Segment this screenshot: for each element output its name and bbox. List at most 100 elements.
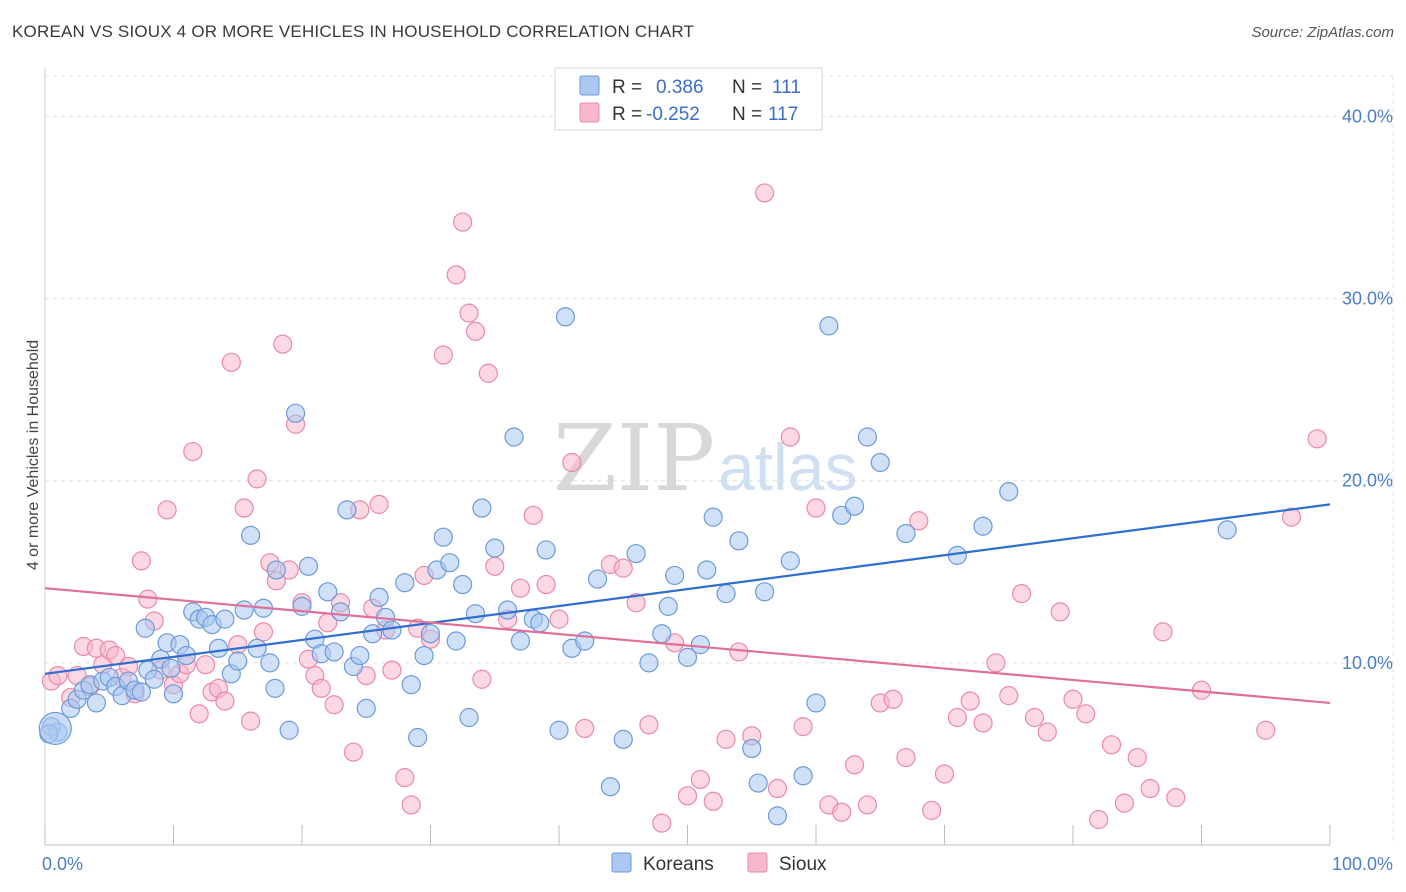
korean-point	[135, 618, 155, 638]
legend-n-value-sioux: 117	[768, 104, 798, 125]
sioux-point	[844, 755, 865, 775]
korean-point	[161, 658, 181, 678]
sioux-point	[465, 321, 486, 341]
sioux-point	[401, 795, 421, 815]
correlation-legend: R = 0.386 N = 111 R = -0.252 N = 117	[554, 67, 823, 131]
korean-point	[285, 403, 306, 423]
sioux-point	[1037, 722, 1057, 742]
korean-point	[697, 560, 717, 580]
sioux-point	[896, 747, 916, 768]
sioux-trend-line	[44, 587, 1331, 705]
korean-point	[703, 507, 723, 527]
sioux-point	[433, 345, 453, 365]
sioux-point	[138, 589, 158, 609]
sioux-point	[806, 498, 826, 518]
korean-point	[504, 427, 524, 447]
korean-point	[247, 638, 267, 658]
y-axis-label: 4 or more Vehicles in Household	[25, 340, 42, 570]
sioux-point	[1063, 689, 1083, 709]
sioux-point	[472, 669, 492, 689]
korean-point	[38, 711, 72, 746]
korean-point	[420, 624, 441, 644]
korean-point	[401, 675, 421, 695]
sioux-point	[999, 686, 1019, 706]
sioux-point	[273, 334, 293, 354]
korean-point	[228, 651, 248, 671]
sioux-point	[459, 303, 479, 323]
korean-point	[613, 729, 633, 749]
sioux-point	[973, 713, 993, 733]
legend-n-label-sioux: N =	[732, 104, 762, 125]
korean-point	[587, 569, 608, 589]
sioux-point	[703, 791, 723, 811]
korean-point	[433, 527, 453, 547]
sioux-point	[729, 642, 749, 662]
sioux-point	[1050, 602, 1070, 622]
korean-point	[440, 553, 460, 573]
chart-title: KOREAN VS SIOUX 4 OR MORE VEHICLES IN HO…	[12, 22, 695, 41]
korean-point	[819, 316, 839, 336]
korean-point	[446, 631, 466, 651]
sioux-point	[1024, 707, 1045, 728]
korean-point	[870, 452, 890, 473]
sioux-point	[549, 609, 569, 629]
sioux-point	[1076, 704, 1096, 724]
korean-point	[665, 565, 685, 586]
korean-point	[131, 682, 151, 702]
sioux-point	[485, 556, 505, 576]
sioux-point	[690, 769, 710, 790]
sioux-point	[639, 715, 659, 735]
sioux-point	[189, 704, 209, 724]
korean-point	[510, 631, 531, 651]
sioux-point	[883, 689, 903, 709]
sioux-point	[215, 691, 235, 711]
korean-point	[857, 427, 878, 447]
sioux-point	[857, 795, 878, 815]
points-layer	[38, 183, 1327, 833]
sioux-point	[453, 212, 473, 232]
bottom-legend-label-sioux: Sioux	[779, 854, 827, 875]
x-tick-label-min: 0.0%	[42, 854, 83, 874]
sioux-point	[395, 768, 415, 788]
sioux-point	[832, 802, 852, 822]
sioux-point	[652, 813, 672, 833]
sioux-point	[1101, 735, 1122, 755]
korean-point	[639, 653, 659, 673]
korean-point	[382, 620, 402, 640]
korean-point	[298, 556, 319, 576]
korean-point	[748, 773, 768, 793]
korean-point	[658, 596, 678, 616]
sioux-point	[253, 622, 274, 642]
korean-point	[677, 647, 698, 667]
sioux-point	[228, 635, 248, 655]
y-tick-labels: 10.0% 20.0% 30.0% 40.0%	[1342, 106, 1393, 672]
y-tick-label: 30.0%	[1342, 289, 1393, 309]
sioux-point	[183, 441, 203, 462]
sioux-point	[536, 574, 556, 595]
legend-n-label-koreans: N =	[732, 77, 762, 98]
korean-trend-line	[44, 503, 1331, 675]
korean-point	[716, 584, 736, 604]
sioux-point	[1011, 584, 1032, 604]
sioux-point	[922, 800, 942, 820]
sioux-point	[382, 660, 402, 680]
korean-point	[241, 525, 261, 545]
sioux-point	[767, 778, 788, 799]
sioux-point	[575, 718, 595, 739]
legend-n-value-koreans: 111	[772, 77, 801, 98]
korean-point	[369, 587, 389, 607]
watermark: ZIP atlas	[553, 405, 857, 512]
sioux-point	[510, 578, 531, 598]
legend-r-value-koreans: 0.386	[656, 77, 704, 98]
korean-point	[350, 645, 370, 666]
korean-point	[363, 624, 383, 644]
legend-swatch-sioux	[579, 102, 600, 123]
korean-point	[337, 500, 357, 520]
sioux-point	[1256, 720, 1276, 740]
korean-point	[652, 624, 672, 644]
sioux-point	[1089, 809, 1109, 830]
sioux-point	[221, 352, 241, 372]
korean-point	[498, 600, 518, 620]
sioux-point	[1166, 788, 1186, 808]
bottom-legend-swatch-sioux	[747, 852, 768, 873]
